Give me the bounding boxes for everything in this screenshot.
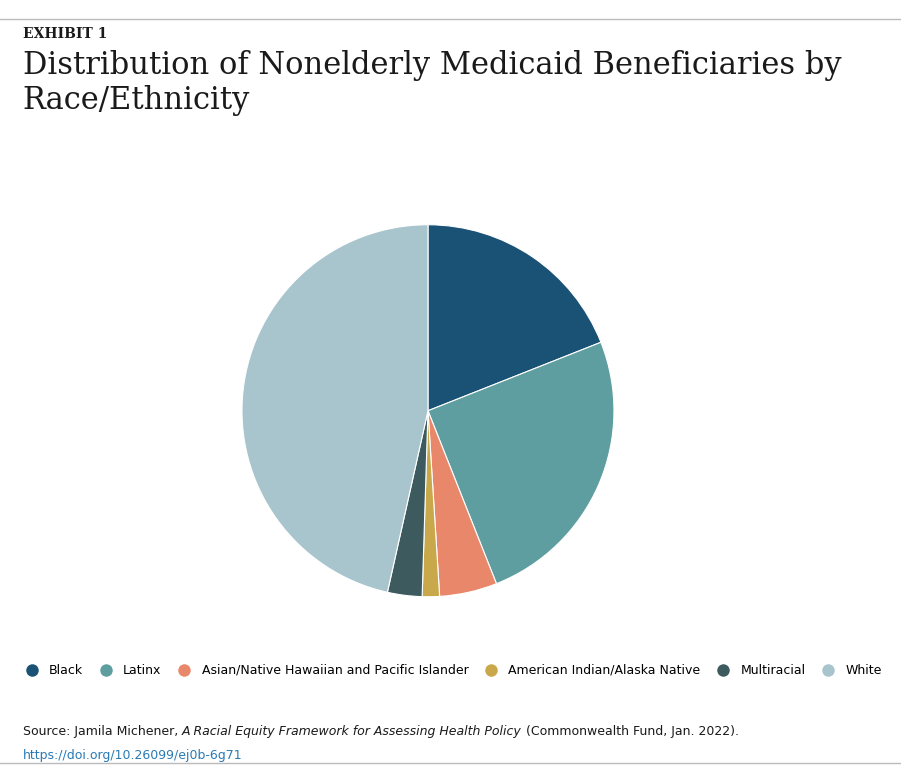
Text: (Commonwealth Fund, Jan. 2022).: (Commonwealth Fund, Jan. 2022). (522, 725, 739, 738)
Wedge shape (387, 411, 428, 597)
Legend: Black, Latinx, Asian/Native Hawaiian and Pacific Islander, American Indian/Alask: Black, Latinx, Asian/Native Hawaiian and… (19, 664, 882, 677)
Text: EXHIBIT 1: EXHIBIT 1 (23, 27, 107, 41)
Wedge shape (428, 225, 601, 411)
Wedge shape (423, 411, 440, 597)
Text: A Racial Equity Framework for Assessing Health Policy: A Racial Equity Framework for Assessing … (182, 725, 522, 738)
Wedge shape (428, 411, 496, 597)
Text: Source: Jamila Michener,: Source: Jamila Michener, (23, 725, 182, 738)
Wedge shape (242, 225, 428, 592)
Wedge shape (428, 343, 614, 584)
Text: Distribution of Nonelderly Medicaid Beneficiaries by
Race/Ethnicity: Distribution of Nonelderly Medicaid Bene… (23, 50, 842, 116)
Text: https://doi.org/10.26099/ej0b-6g71: https://doi.org/10.26099/ej0b-6g71 (23, 749, 242, 763)
